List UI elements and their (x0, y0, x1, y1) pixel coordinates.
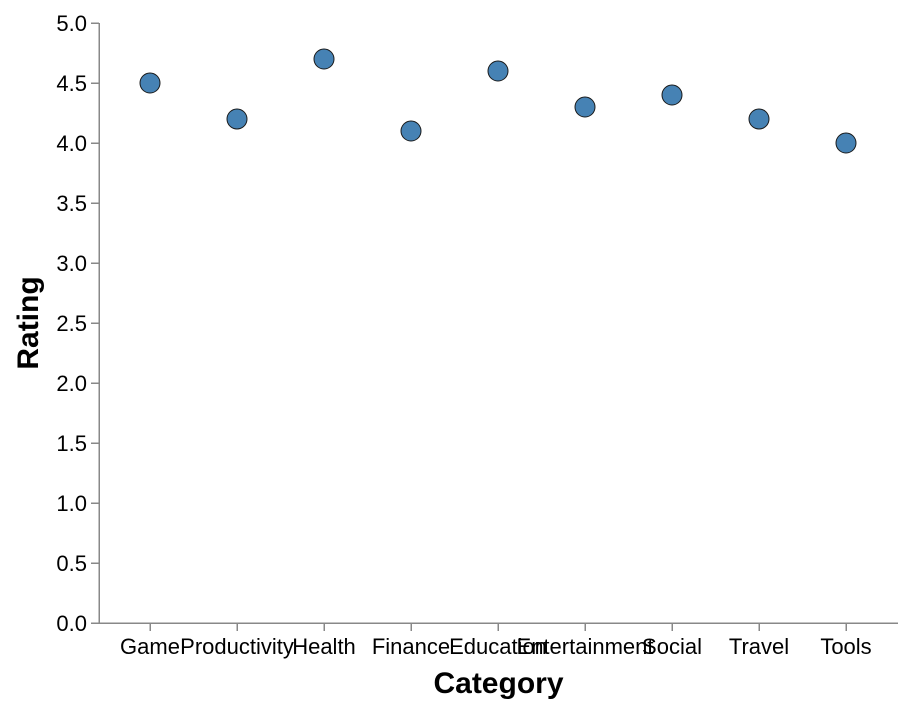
data-point (748, 108, 770, 130)
data-point (835, 132, 857, 154)
y-axis-title: Rating (12, 276, 45, 369)
x-tick-label: Entertainment (517, 634, 654, 659)
y-tick-label: 0.0 (56, 611, 87, 636)
x-tick-label: Productivity (180, 634, 294, 659)
y-tick-label: 3.5 (56, 191, 87, 216)
x-axis-title: Category (433, 667, 563, 700)
y-tick-label: 1.5 (56, 431, 87, 456)
y-tick-label: 5.0 (56, 11, 87, 36)
data-point (400, 120, 422, 142)
x-tick-label: Social (642, 634, 702, 659)
y-tick-label: 4.5 (56, 71, 87, 96)
y-tick-label: 3.0 (56, 251, 87, 276)
data-points (139, 48, 857, 154)
y-tick-label: 2.0 (56, 371, 87, 396)
y-tick-label: 2.5 (56, 311, 87, 336)
y-tick-label: 1.0 (56, 491, 87, 516)
data-point (139, 72, 161, 94)
x-tick-label: Finance (372, 634, 450, 659)
data-point (226, 108, 248, 130)
y-axis-ticks: 0.0 0.5 1.0 1.5 2.0 2.5 3.0 3.5 4.0 4.5 5.0 (56, 11, 99, 636)
x-tick-label: Tools (820, 634, 871, 659)
data-point (574, 96, 596, 118)
x-tick-label: Education (449, 634, 547, 659)
x-tick-label: Health (292, 634, 356, 659)
x-tick-label: Travel (729, 634, 789, 659)
data-point (313, 48, 335, 70)
y-tick-label: 0.5 (56, 551, 87, 576)
x-tick-label: Game (120, 634, 180, 659)
data-point (661, 84, 683, 106)
data-point (487, 60, 509, 82)
y-tick-label: 4.0 (56, 131, 87, 156)
